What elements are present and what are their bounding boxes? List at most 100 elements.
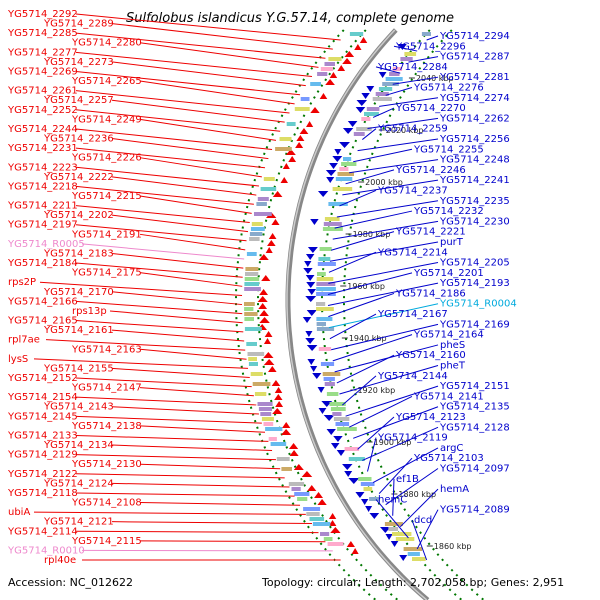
gene-label: YG5714_2128 — [439, 422, 510, 433]
reverse-gene-arrow — [348, 478, 360, 484]
forward-gene-arrow — [263, 338, 272, 344]
gene-label: YG5714_2160 — [395, 350, 466, 361]
gene-label: YG5714_2223 — [7, 162, 78, 173]
feature-band — [244, 287, 261, 291]
gene-label: YG5714_2122 — [7, 469, 78, 480]
gene-label: YG5714_2121 — [43, 517, 114, 528]
gene-label: YG5714_2114 — [7, 526, 78, 537]
gene-label: YG5714_2256 — [439, 134, 510, 145]
gene-label: YG5714_2265 — [71, 76, 142, 87]
reverse-gene-arrow — [305, 254, 315, 260]
gene-label: YG5714_2237 — [377, 185, 448, 196]
reverse-gene-arrow — [339, 142, 350, 148]
accession-text: Accession: NC_012622 — [8, 576, 133, 589]
reverse-gene-arrow — [385, 534, 393, 540]
reverse-gene-arrow — [302, 317, 312, 323]
gene-label: YG5714_2183 — [43, 248, 114, 259]
forward-gene-arrow — [299, 128, 309, 134]
feature-band — [375, 92, 389, 96]
gene-label-leader — [331, 323, 439, 351]
forward-gene-arrow — [289, 450, 299, 456]
gene-label: YG5714_2097 — [439, 464, 510, 475]
gene-label: argC — [440, 443, 463, 454]
gene-label: YG5714_2123 — [395, 412, 466, 423]
gene-label-leader — [111, 329, 245, 342]
feature-band — [244, 327, 262, 331]
feature-band — [260, 187, 277, 191]
gene-label: YG5714_2270 — [395, 103, 466, 114]
reverse-gene-labels: YG5714_2294YG5714_2296YG5714_2287YG5714_… — [327, 31, 517, 561]
forward-gene-arrow — [285, 149, 296, 155]
feature-band — [320, 532, 330, 536]
gene-label: YG5714_2296 — [395, 41, 466, 52]
feature-band — [324, 62, 335, 66]
feature-band — [263, 177, 275, 181]
gene-label: YG5714_2115 — [71, 536, 142, 547]
reverse-gene-arrow — [336, 450, 346, 456]
gene-label-leader — [357, 138, 439, 152]
gene-label-leader — [111, 444, 273, 452]
feature-band — [378, 87, 393, 91]
feature-band — [385, 77, 403, 81]
kbp-label: 2020 kbp — [386, 126, 424, 135]
forward-gene-arrow — [344, 51, 355, 57]
gene-label-leader — [75, 128, 273, 150]
gene-label-leader — [393, 45, 418, 52]
reverse-gene-arrow — [305, 275, 315, 281]
gene-label-leader — [342, 179, 439, 196]
gene-label: lysS — [8, 354, 28, 365]
gene-label-leader — [139, 195, 252, 214]
gene-label-leader — [75, 90, 290, 114]
gene-label-leader — [328, 292, 395, 318]
forward-gene-arrow — [359, 37, 368, 43]
forward-gene-arrow — [258, 303, 268, 309]
gene-label: YG5714_2281 — [439, 72, 510, 83]
forward-gene-arrow — [330, 527, 341, 533]
gene-label: YG5714_2164 — [413, 330, 484, 341]
gene-label: ef1B — [396, 474, 419, 485]
reverse-gene-arrow — [325, 170, 337, 176]
feature-band — [322, 227, 343, 231]
feature-band — [316, 322, 326, 326]
forward-gene-arrow — [317, 499, 327, 505]
gene-label: YG5714_2280 — [71, 38, 142, 49]
reverse-gene-arrow — [378, 72, 387, 78]
feature-band — [286, 122, 296, 126]
forward-gene-arrow — [328, 513, 337, 519]
forward-gene-arrow — [268, 366, 277, 372]
reverse-gene-arrow — [330, 443, 340, 449]
genome-backbone — [285, 28, 430, 600]
gene-label-leader — [372, 107, 395, 118]
gene-label: purT — [440, 237, 464, 248]
forward-gene-arrow — [261, 275, 271, 281]
gene-label-leader — [349, 395, 413, 428]
gene-label: YG5714_2151 — [439, 381, 510, 392]
feature-band — [244, 282, 259, 286]
forward-gene-arrow — [272, 191, 283, 197]
feature-band — [246, 342, 257, 346]
feature-band — [257, 402, 273, 406]
forward-gene-arrow — [281, 429, 292, 435]
gene-label-leader — [111, 252, 244, 269]
reverse-gene-arrow — [318, 408, 327, 414]
gene-label-leader — [139, 118, 277, 141]
gene-label-leader — [349, 159, 439, 174]
gene-label-leader — [139, 42, 319, 68]
gene-label-leader — [75, 70, 301, 96]
gene-label-leader — [329, 241, 439, 262]
feature-band — [294, 107, 310, 111]
reverse-gene-arrow — [329, 163, 338, 169]
feature-band — [312, 522, 331, 526]
gene-label-leader — [329, 313, 377, 340]
gene-label-leader — [75, 377, 252, 388]
reverse-gene-arrow — [342, 128, 354, 134]
feature-band — [248, 362, 258, 366]
forward-gene-arrow — [342, 58, 352, 64]
reverse-gene-arrow — [323, 415, 335, 421]
reverse-gene-arrow — [326, 429, 336, 435]
gene-label-leader — [375, 66, 401, 74]
feature-band — [252, 382, 271, 386]
feature-band — [361, 117, 371, 121]
reverse-gene-arrow — [305, 296, 317, 302]
reverse-gene-arrow — [310, 219, 319, 225]
